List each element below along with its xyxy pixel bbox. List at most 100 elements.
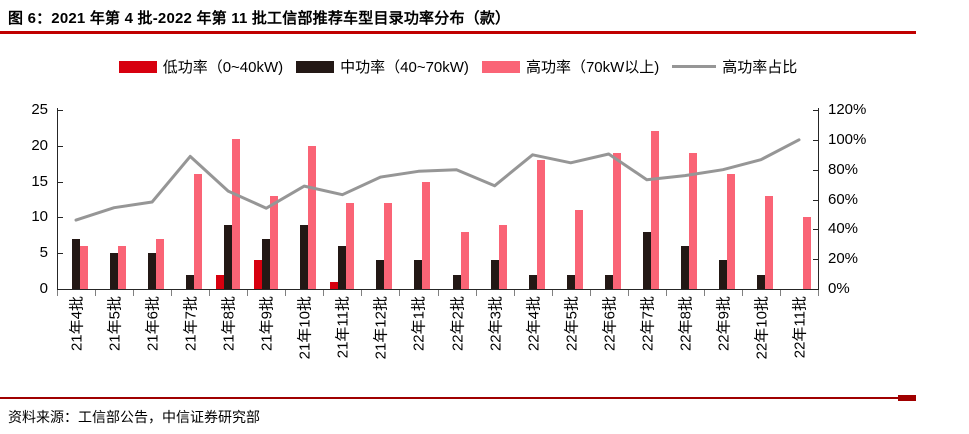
right-axis-tick xyxy=(813,199,818,201)
bar-high-power xyxy=(194,174,203,289)
x-axis-label-text: 22年7批 xyxy=(639,296,657,352)
x-axis-label-text: 21年6批 xyxy=(144,296,162,352)
x-axis-label-text: 22年1批 xyxy=(410,296,428,352)
bar-mid-power xyxy=(566,274,575,289)
bar-high-power xyxy=(688,152,697,289)
x-axis-tick xyxy=(133,290,135,296)
bar-high-power xyxy=(422,181,431,289)
legend-label-mid-power: 中功率（40~70kW) xyxy=(340,59,469,76)
right-axis-tick xyxy=(813,229,818,231)
right-axis-tick xyxy=(813,289,818,290)
x-axis-label-text: 22年4批 xyxy=(525,296,543,352)
y-axis-tick-label: 5 xyxy=(39,244,48,262)
right-axis-tick xyxy=(813,259,818,261)
bar-high-power xyxy=(612,152,621,289)
bar-high-power xyxy=(270,195,279,289)
x-axis-tick xyxy=(627,290,629,296)
x-axis-label-text: 22年10批 xyxy=(753,296,771,360)
x-axis-tick xyxy=(818,290,819,296)
right-axis-tick-label: 20% xyxy=(828,250,859,268)
x-axis-label-text: 22年11批 xyxy=(791,296,809,359)
left-axis-tick xyxy=(58,253,63,255)
bar-high-power xyxy=(346,203,355,289)
x-axis-tick xyxy=(361,290,363,296)
left-axis-tick xyxy=(58,110,63,111)
bar-mid-power xyxy=(300,224,309,289)
bar-mid-power xyxy=(718,260,727,289)
bar-high-power xyxy=(460,231,469,289)
bottom-axis-line xyxy=(57,289,819,290)
bar-low-power xyxy=(216,274,225,289)
figure-title: 图 6：2021 年第 4 批-2022 年第 11 批工信部推荐车型目录功率分… xyxy=(8,10,511,27)
x-axis-tick xyxy=(437,290,439,296)
legend-item-high-power: 高功率（70kW以上) xyxy=(481,56,659,77)
bar-high-power xyxy=(498,224,507,289)
bar-mid-power xyxy=(338,246,347,289)
x-axis-tick xyxy=(741,290,743,296)
x-axis-tick xyxy=(95,290,97,296)
x-axis-label-text: 22年2批 xyxy=(449,296,467,352)
y-axis-tick-label: 10 xyxy=(31,208,48,226)
y-axis-tick-label: 15 xyxy=(31,172,48,190)
x-axis-tick xyxy=(703,290,705,296)
x-axis-tick xyxy=(779,290,781,296)
bar-mid-power xyxy=(148,253,157,289)
legend-item-high-power-ratio: 高功率占比 xyxy=(672,56,797,77)
right-axis-tick-label: 100% xyxy=(828,130,867,148)
y-axis-tick-label: 0 xyxy=(39,280,48,297)
bar-mid-power xyxy=(224,224,233,289)
bar-high-power xyxy=(802,217,811,289)
x-axis-label-text: 22年9批 xyxy=(715,296,733,352)
right-axis-tick-label: 60% xyxy=(828,190,859,208)
x-axis-tick xyxy=(665,290,667,296)
x-axis-label-text: 22年8批 xyxy=(677,296,695,352)
bar-mid-power xyxy=(528,274,537,289)
right-axis-tick-label: 0% xyxy=(828,280,850,297)
bar-mid-power xyxy=(680,246,689,289)
bar-mid-power xyxy=(756,274,765,289)
right-axis-tick-label: 40% xyxy=(828,220,859,238)
right-axis-tick xyxy=(813,169,818,171)
bar-mid-power xyxy=(490,260,499,289)
legend-swatch-high-power-ratio xyxy=(672,65,717,68)
bar-high-power xyxy=(80,246,89,289)
bar-mid-power xyxy=(604,274,613,289)
x-axis-label-text: 22年5批 xyxy=(563,296,581,352)
bar-high-power xyxy=(232,138,241,289)
bar-mid-power xyxy=(262,238,271,289)
x-axis-label-text: 21年10批 xyxy=(296,296,314,360)
bar-mid-power xyxy=(186,274,195,289)
left-axis-tick xyxy=(58,217,63,219)
x-axis-label-text: 21年11批 xyxy=(334,296,352,359)
x-axis-tick xyxy=(285,290,287,296)
bar-high-power xyxy=(536,160,545,289)
y-axis-tick-label: 25 xyxy=(31,101,48,118)
x-axis-tick xyxy=(209,290,211,296)
bar-mid-power xyxy=(452,274,461,289)
left-axis-tick xyxy=(58,145,63,147)
x-axis-label-text: 21年5批 xyxy=(106,296,124,352)
bar-low-power xyxy=(330,281,339,289)
chart-legend: 低功率（0~40kW) 中功率（40~70kW) 高功率（70kW以上) 高功率占比 xyxy=(0,56,916,77)
x-axis-label-text: 21年4批 xyxy=(68,296,86,352)
x-axis-tick xyxy=(551,290,553,296)
left-axis-tick xyxy=(58,289,63,290)
bar-mid-power xyxy=(110,253,119,289)
x-axis-tick xyxy=(171,290,173,296)
right-axis-tick xyxy=(813,139,818,141)
bar-high-power xyxy=(156,238,165,289)
x-axis-label-text: 22年3批 xyxy=(487,296,505,352)
bar-high-power xyxy=(384,203,393,289)
right-axis-tick-label: 80% xyxy=(828,160,859,178)
x-axis-label-text: 21年9批 xyxy=(258,296,276,352)
source-note: 资料来源：工信部公告，中信证券研究部 xyxy=(8,409,260,425)
bar-high-power xyxy=(726,174,735,289)
legend-label-low-power: 低功率（0~40kW) xyxy=(162,59,284,76)
x-axis-label-text: 21年8批 xyxy=(220,296,238,352)
bar-mid-power xyxy=(642,231,651,289)
legend-swatch-low-power xyxy=(118,60,157,73)
bar-high-power xyxy=(574,210,583,289)
bar-high-power xyxy=(764,195,773,289)
